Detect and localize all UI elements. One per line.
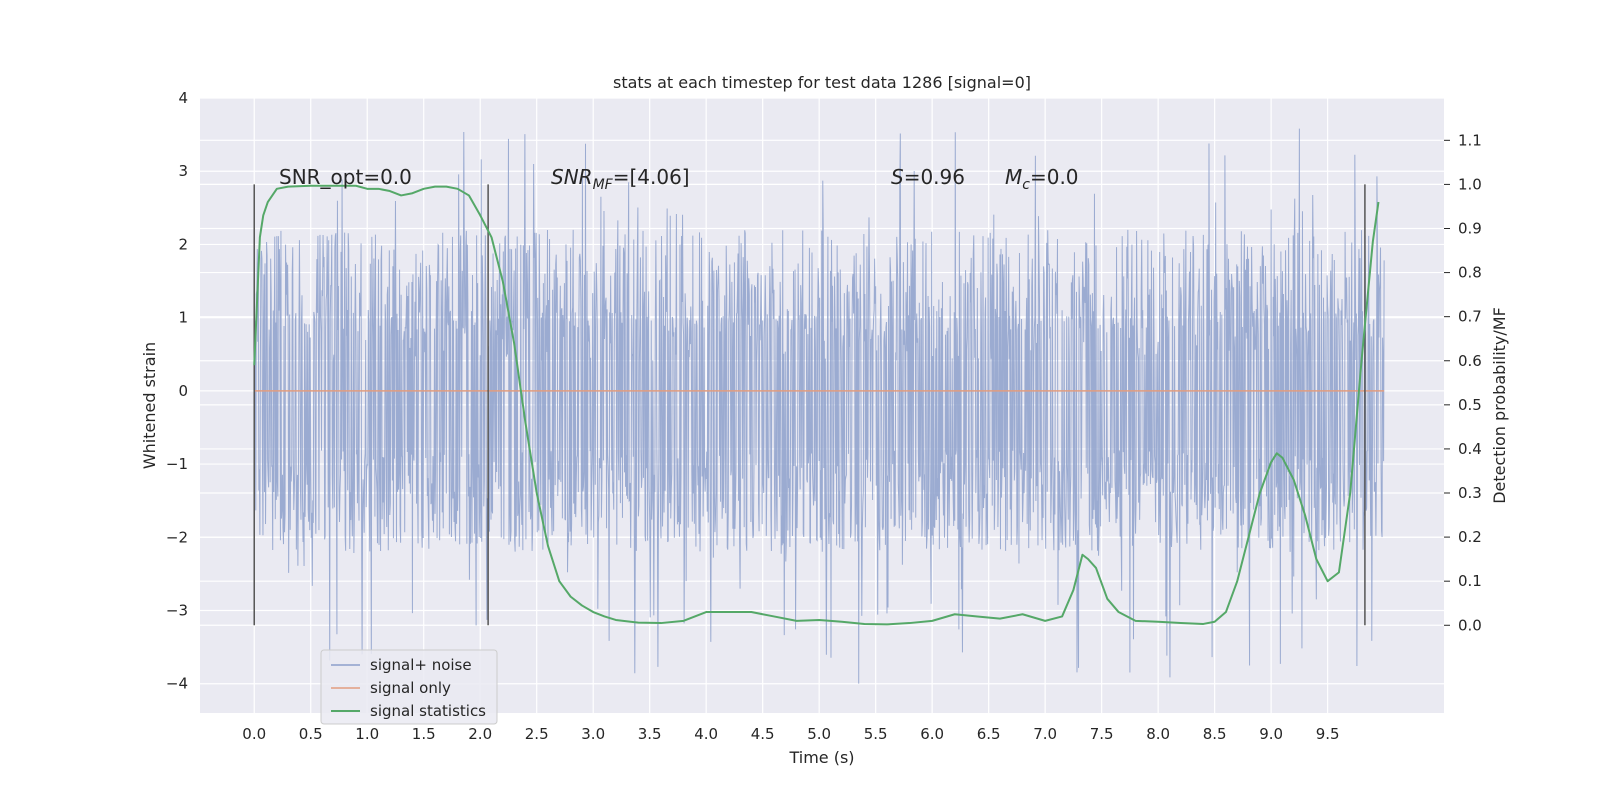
x-tick-label: 3.5 [638,725,662,743]
annotation-mc-symbol: M [1005,165,1022,189]
y2-tick-label: 1.1 [1458,131,1482,149]
y2-tick-label: 0.0 [1458,616,1482,634]
y-axis-ticks: 4 3 2 1 0 −1 −2 −3 −4 [166,89,188,693]
y2-tick-label: 0.4 [1458,440,1482,458]
x-tick-label: 6.5 [977,725,1001,743]
y-tick-label: 0 [178,382,188,400]
annotation-s-value: =0.96 [904,165,965,189]
y-axis-label: Whitened strain [140,342,159,469]
y2-tick-label: 0.8 [1458,264,1482,282]
x-tick-label: 0.0 [242,725,266,743]
x-tick-label: 7.0 [1033,725,1057,743]
y-tick-label: 1 [178,309,188,327]
y2-tick-label: 0.6 [1458,352,1482,370]
legend: signal+ noise signal only signal statist… [320,649,498,725]
x-tick-label: 9.0 [1259,725,1283,743]
annotation-mc: Mc=0.0 [1005,165,1079,193]
annotation-snr-opt: SNR_opt=0.0 [279,165,412,189]
x-tick-label: 1.5 [412,725,436,743]
x-tick-label: 2.5 [525,725,549,743]
x-tick-label: 2.0 [468,725,492,743]
x-tick-label: 9.5 [1316,725,1340,743]
x-tick-label: 4.0 [694,725,718,743]
x-axis-label: Time (s) [788,748,854,767]
y2-tick-label: 0.7 [1458,308,1482,326]
y2-tick-label: 0.2 [1458,528,1482,546]
y-tick-label: −1 [166,455,188,473]
legend-label-signal-noise: signal+ noise [370,656,472,674]
annotation-snr-mf: SNRMF=[4.06] [551,165,690,193]
y2-tick-label: 0.3 [1458,484,1482,502]
y2-tick-label: 1.0 [1458,175,1482,193]
x-tick-label: 7.5 [1090,725,1114,743]
signal-statistics-series [253,184,1380,626]
y2-axis-label: Detection probability/MF [1490,307,1509,504]
legend-label-signal-only: signal only [370,679,451,697]
chart-title: stats at each timestep for test data 128… [613,73,1031,92]
x-tick-label: 8.0 [1146,725,1170,743]
x-tick-label: 6.0 [920,725,944,743]
annotation-mc-value: =0.0 [1030,165,1079,189]
y2-axis-ticks: 1.1 1.0 0.9 0.8 0.7 0.6 0.5 0.4 0.3 0.2 0.1 0.0 [1444,131,1482,634]
y-tick-label: −4 [166,675,188,693]
annotation-snr-mf-subscript: MF [593,177,614,193]
annotation-s-symbol: S [891,165,904,189]
y2-tick-label: 0.5 [1458,396,1482,414]
x-tick-label: 3.0 [581,725,605,743]
annotation-snr-mf-value: =[4.06] [613,165,690,189]
x-tick-label: 1.0 [355,725,379,743]
y-tick-label: 4 [178,89,188,107]
annotation-snr-mf-symbol: SNR [551,165,593,189]
y-tick-label: −2 [166,528,188,546]
legend-label-signal-statistics: signal statistics [370,702,486,720]
x-tick-label: 4.5 [751,725,775,743]
annotation-mc-subscript: c [1022,177,1030,193]
x-axis-ticks: 0.0 0.5 1.0 1.5 2.0 2.5 3.0 3.5 4.0 4.5 5.0 5.5 6.0 6… [242,725,1339,743]
y-tick-label: 3 [178,162,188,180]
y-tick-label: 2 [178,235,188,253]
y-tick-label: −3 [166,602,188,620]
y2-tick-label: 0.1 [1458,572,1482,590]
y2-tick-label: 0.9 [1458,219,1482,237]
x-tick-label: 8.5 [1203,725,1227,743]
legend-box [320,649,498,725]
marker-lines [253,184,1366,626]
x-tick-label: 5.0 [807,725,831,743]
x-tick-label: 0.5 [299,725,323,743]
x-tick-label: 5.5 [864,725,888,743]
annotation-s: S=0.96 [891,165,965,189]
signal-statistics-line [253,184,1380,626]
